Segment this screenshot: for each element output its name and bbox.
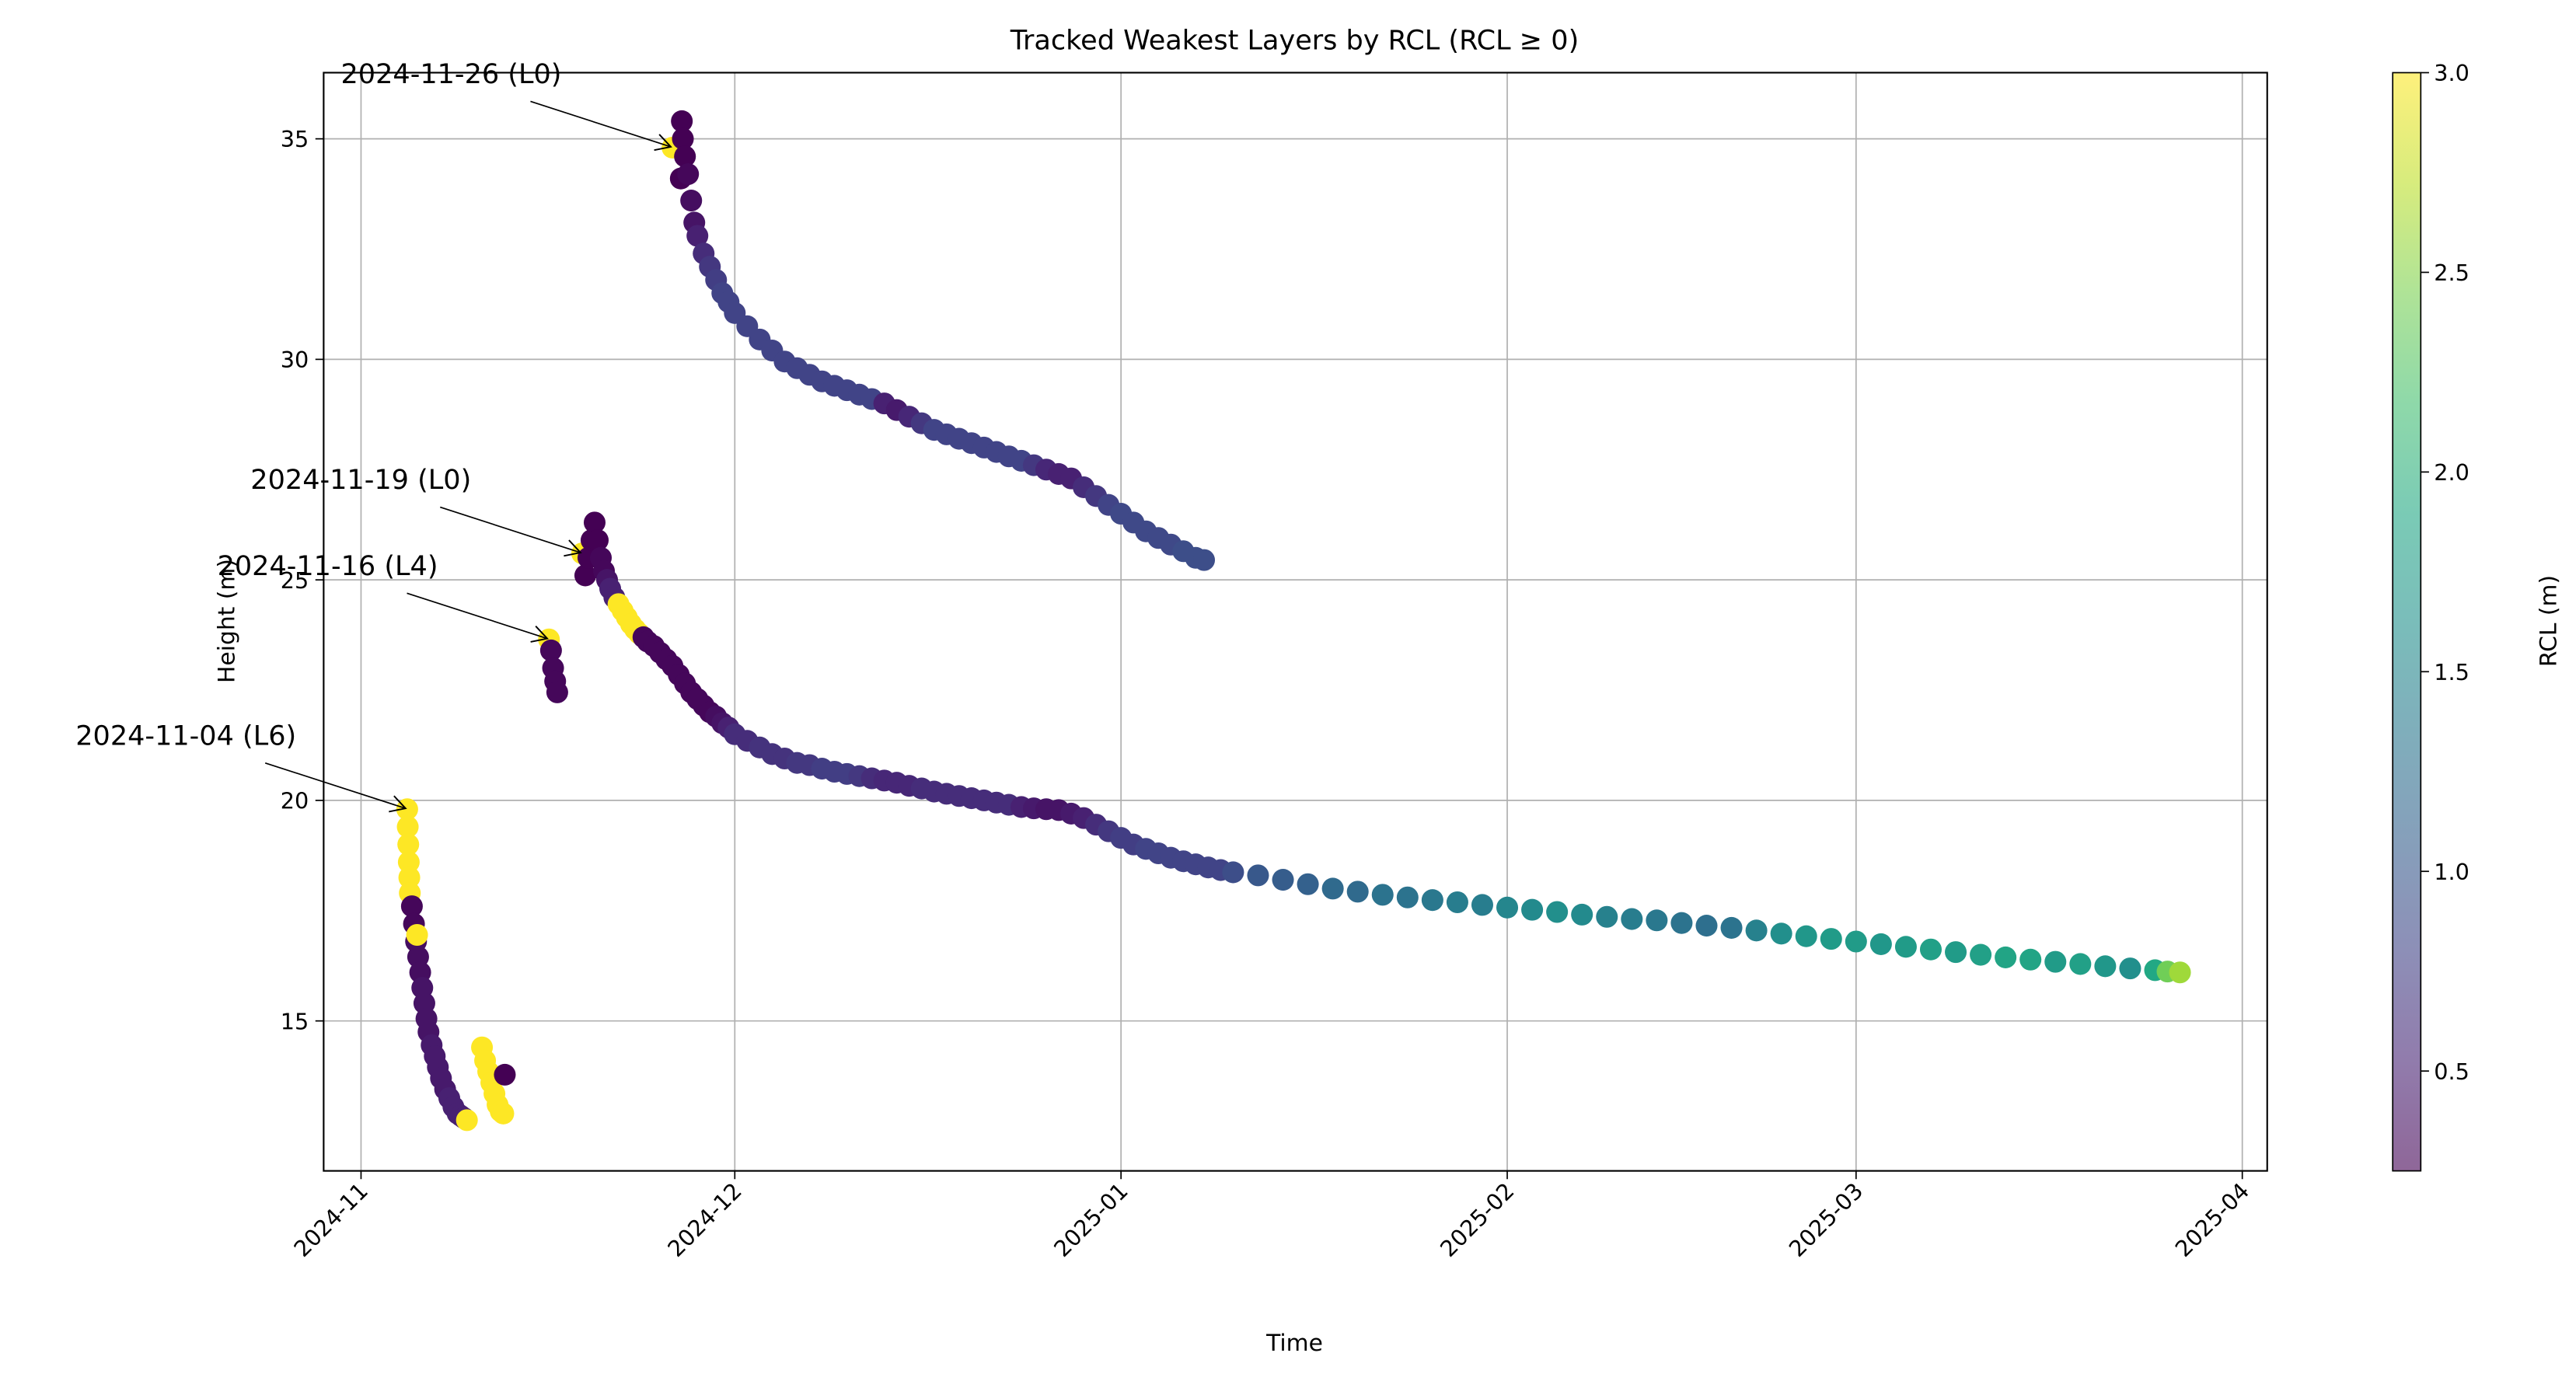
point: [1621, 908, 1643, 930]
point: [397, 833, 420, 856]
point: [492, 1102, 515, 1125]
x-axis-label: Time: [1265, 1330, 1323, 1357]
point: [1471, 894, 1494, 916]
y-tick-label: 30: [281, 347, 309, 373]
y-tick-label: 25: [281, 567, 309, 594]
point: [1521, 898, 1544, 921]
x-tick-label: 2025-01: [1049, 1177, 1133, 1262]
y-tick-label: 15: [281, 1008, 309, 1034]
point: [397, 851, 420, 874]
point: [686, 225, 709, 247]
point: [1945, 941, 1967, 964]
annotation-arrow: [439, 506, 582, 557]
point: [1745, 919, 1768, 942]
annotation-arrow: [530, 100, 672, 152]
point: [1247, 864, 1269, 887]
colorbar-tick-label: 1.5: [2434, 659, 2470, 685]
point: [2069, 953, 2092, 975]
point: [1596, 905, 1618, 928]
y-axis-label: Height (m): [214, 559, 241, 683]
chart-title: Tracked Weakest Layers by RCL (RCL ≥ 0): [1010, 25, 1579, 57]
point: [539, 639, 562, 661]
point: [2169, 961, 2191, 984]
point: [583, 511, 606, 534]
point: [1396, 886, 1419, 908]
point: [680, 190, 703, 212]
point: [1346, 881, 1369, 903]
point: [398, 867, 421, 889]
point: [1770, 922, 1792, 945]
point: [671, 110, 693, 132]
point: [672, 127, 694, 150]
x-tick-label: 2024-11: [288, 1177, 373, 1262]
point: [406, 923, 428, 947]
colorbar: [2393, 72, 2421, 1171]
point: [494, 1063, 516, 1086]
point: [546, 681, 568, 703]
point: [574, 564, 596, 587]
point: [2044, 950, 2067, 973]
point: [1646, 909, 1668, 932]
annotation: 2024-11-19 (L0): [250, 464, 471, 496]
annotation-arrow: [407, 592, 549, 643]
colorbar-tick-label: 3.0: [2434, 60, 2470, 86]
point: [1970, 943, 1992, 966]
x-tick-label: 2024-12: [662, 1177, 747, 1262]
point: [1193, 549, 1216, 571]
point: [2019, 948, 2042, 971]
point: [1845, 930, 1867, 953]
y-tick-label: 20: [281, 788, 309, 814]
point: [1919, 938, 1942, 961]
point: [400, 895, 423, 918]
point: [1695, 915, 1718, 937]
point: [1496, 896, 1519, 919]
colorbar-tick-label: 2.0: [2434, 459, 2470, 486]
point: [674, 145, 696, 168]
annotation: 2024-11-04 (L6): [75, 720, 296, 752]
point: [1894, 936, 1917, 958]
x-tick-label: 2025-02: [1435, 1177, 1520, 1262]
colorbar-frame: [2392, 71, 2422, 1172]
point: [1820, 928, 1842, 950]
annotation: 2024-11-26 (L0): [341, 58, 562, 90]
point: [1371, 884, 1394, 906]
point: [2119, 957, 2141, 980]
point: [1795, 925, 1817, 947]
axes-frame: [323, 71, 2268, 1172]
point: [456, 1109, 478, 1132]
point: [1321, 877, 1344, 900]
point: [1272, 869, 1294, 891]
point: [677, 163, 700, 186]
point: [1546, 901, 1569, 923]
point: [1869, 933, 1892, 955]
y-tick-label: 35: [281, 126, 309, 152]
point: [586, 529, 609, 552]
colorbar-tick-label: 0.5: [2434, 1058, 2470, 1085]
point: [1297, 873, 1319, 895]
x-tick-label: 2025-04: [2170, 1177, 2255, 1262]
x-tick-label: 2025-03: [1784, 1177, 1869, 1262]
colorbar-label: RCL (m): [2536, 575, 2563, 667]
point: [396, 815, 419, 838]
point: [1421, 889, 1443, 912]
annotation: 2024-11-16 (L4): [218, 550, 438, 582]
colorbar-tick-label: 1.0: [2434, 859, 2470, 885]
point: [1720, 916, 1743, 939]
colorbar-tick-label: 2.5: [2434, 260, 2470, 286]
point: [1995, 946, 2017, 968]
point: [1670, 912, 1693, 934]
plot-area: [396, 110, 2191, 1132]
point: [1222, 861, 1244, 884]
point: [1446, 891, 1468, 914]
point: [2094, 955, 2117, 978]
annotation-arrow: [264, 762, 407, 813]
point: [1571, 903, 1593, 926]
